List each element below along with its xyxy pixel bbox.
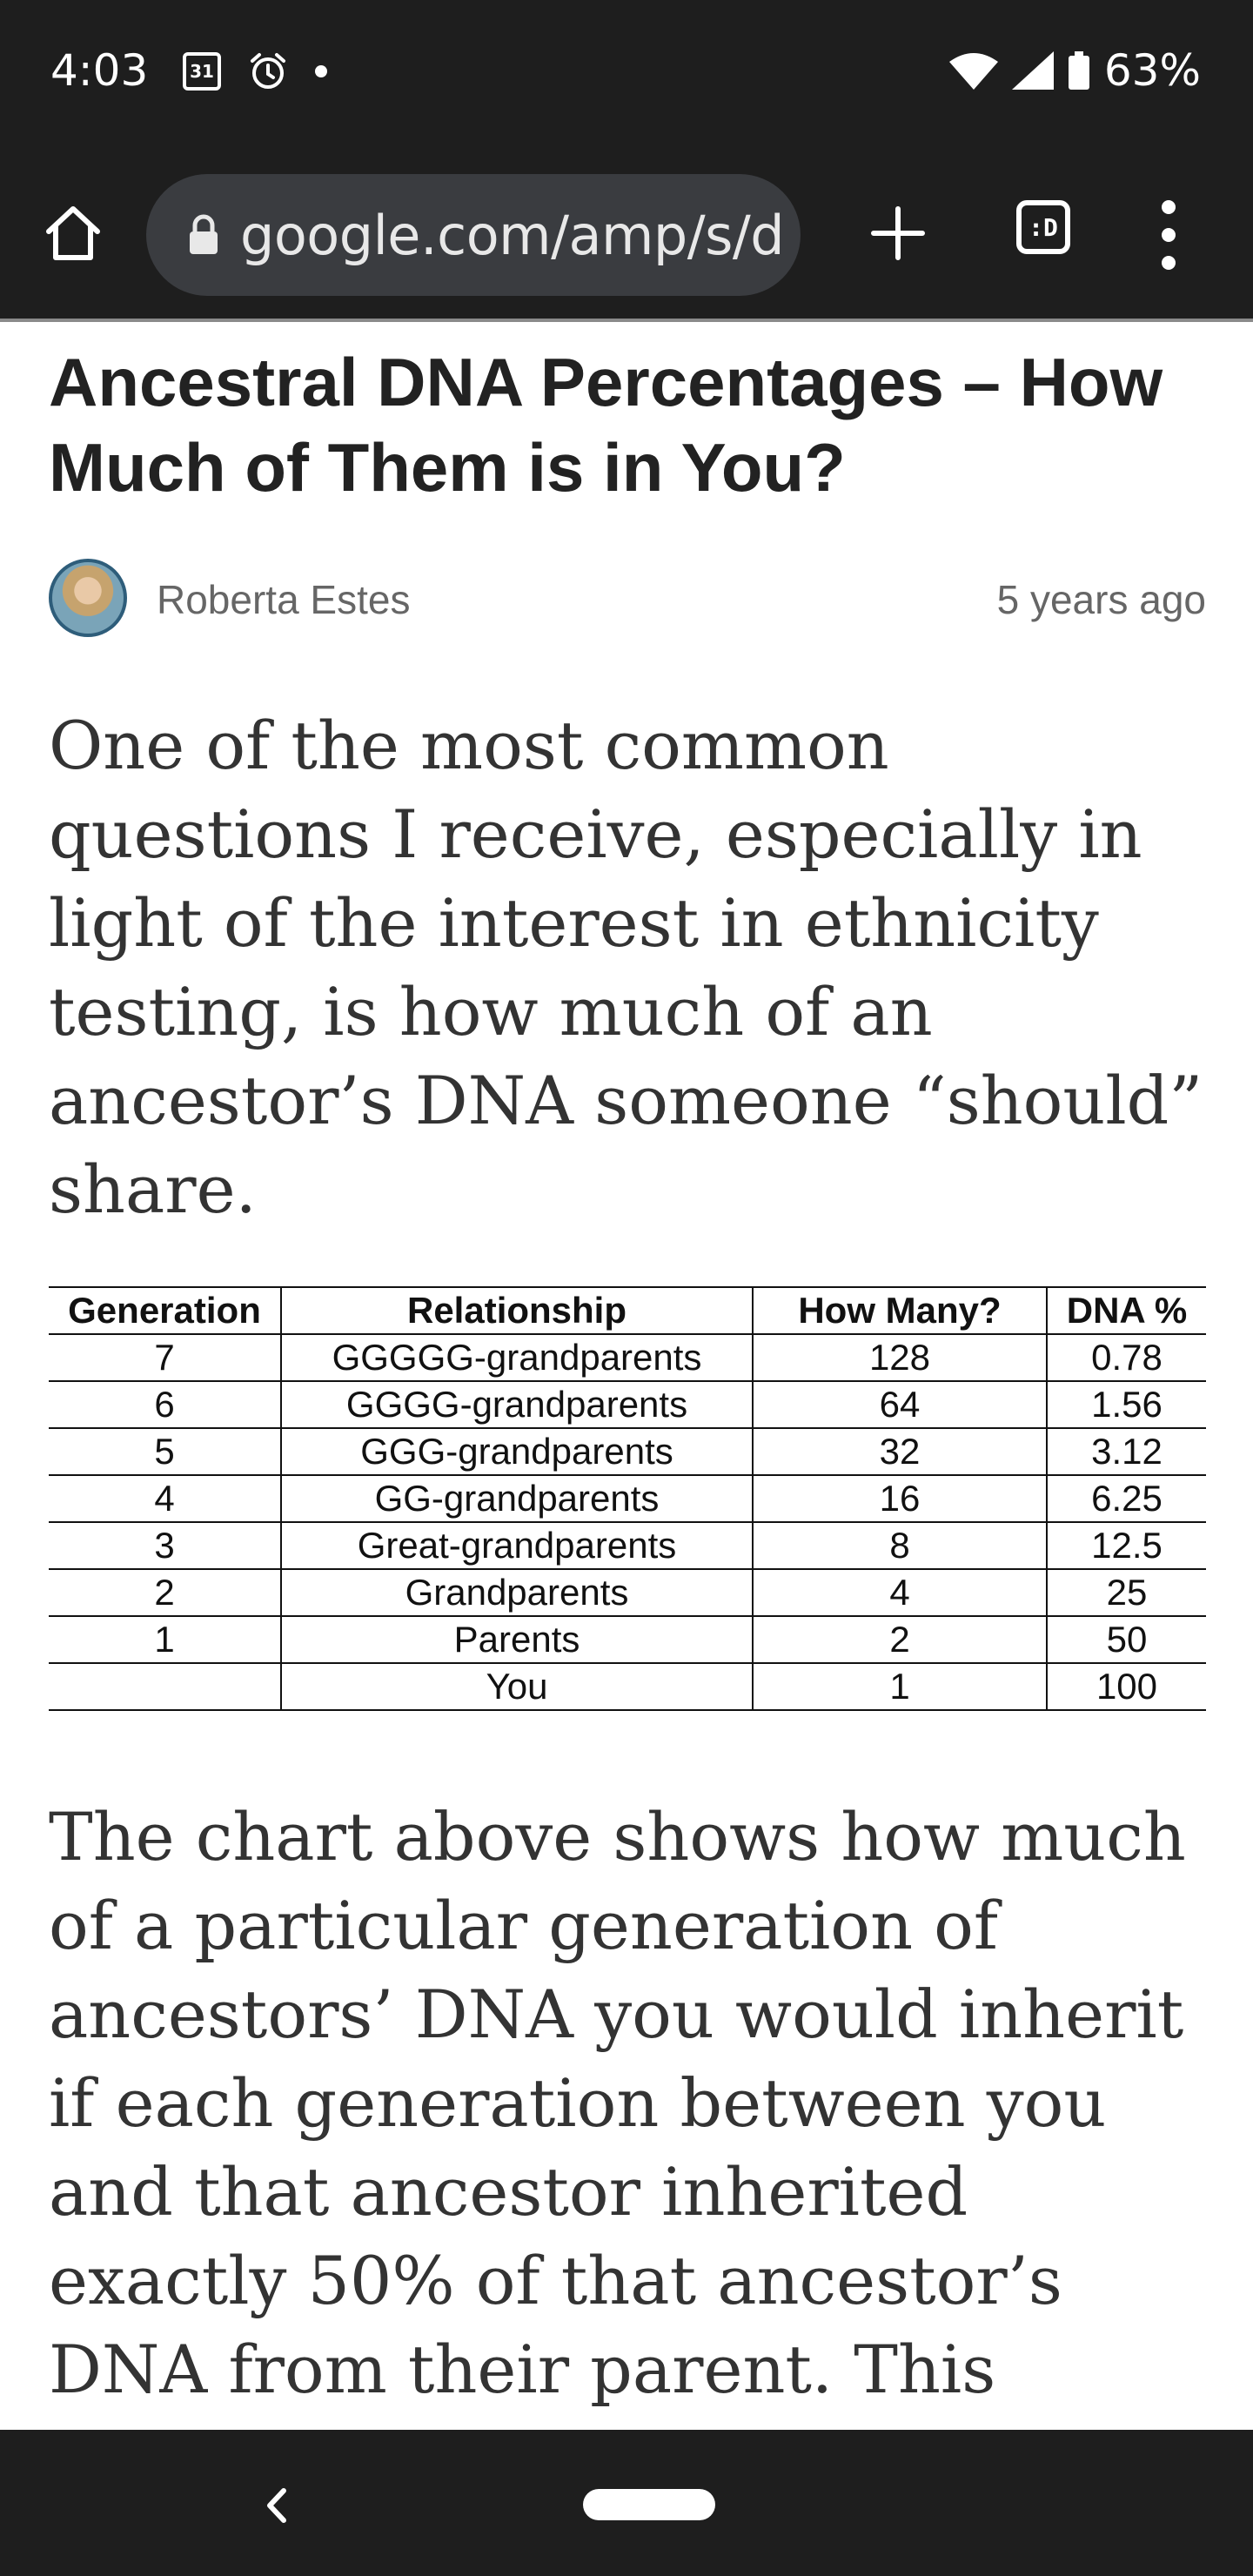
table-row: 1 Parents 2 50 bbox=[49, 1615, 1206, 1664]
cell-how-many: 32 bbox=[752, 1427, 1048, 1476]
status-system-icons: 63% bbox=[948, 45, 1201, 96]
cell-dna-percent: 25 bbox=[1046, 1568, 1206, 1617]
cell-how-many: 64 bbox=[752, 1380, 1048, 1429]
status-notification-icons: 31 bbox=[183, 50, 327, 92]
cell-generation: 5 bbox=[49, 1427, 282, 1476]
cell-generation: 4 bbox=[49, 1474, 282, 1523]
url-text[interactable]: google.com/amp/s/d bbox=[240, 203, 780, 267]
cell-dna-percent: 12.5 bbox=[1046, 1521, 1206, 1570]
status-time: 4:03 bbox=[50, 45, 149, 96]
cell-signal-icon bbox=[1011, 51, 1054, 90]
cell-relationship: GGG-grandparents bbox=[280, 1427, 754, 1476]
wifi-icon bbox=[948, 53, 998, 90]
cell-dna-percent: 100 bbox=[1046, 1662, 1206, 1711]
home-icon[interactable] bbox=[42, 202, 104, 265]
system-nav-bar bbox=[0, 2430, 1253, 2576]
table-row: 3 Great-grandparents 8 12.5 bbox=[49, 1521, 1206, 1570]
article-paragraph-2: The chart above shows how much of a part… bbox=[49, 1798, 1186, 2497]
cell-generation: 1 bbox=[49, 1615, 282, 1664]
header-how-many: How Many? bbox=[752, 1286, 1048, 1335]
article-title: Ancestral DNA Percentages – How Much of … bbox=[49, 344, 1163, 506]
notification-dot-icon bbox=[315, 65, 327, 77]
cell-generation: 6 bbox=[49, 1380, 282, 1429]
cell-generation: 7 bbox=[49, 1333, 282, 1382]
table-row: 7 GGGGG-grandparents 128 0.78 bbox=[49, 1333, 1206, 1382]
cell-generation: 3 bbox=[49, 1521, 282, 1570]
home-pill-button[interactable] bbox=[583, 2489, 715, 2520]
alarm-icon bbox=[251, 53, 285, 89]
battery-percent: 63% bbox=[1103, 45, 1201, 96]
cell-relationship: Grandparents bbox=[280, 1568, 754, 1617]
tab-switcher-icon: :D bbox=[1016, 200, 1070, 254]
url-bar[interactable]: google.com/amp/s/d bbox=[146, 174, 801, 296]
cell-how-many: 2 bbox=[752, 1615, 1048, 1664]
cell-generation bbox=[49, 1662, 282, 1711]
cell-relationship: Parents bbox=[280, 1615, 754, 1664]
table-row: You 1 100 bbox=[49, 1662, 1206, 1711]
cell-how-many: 16 bbox=[752, 1474, 1048, 1523]
dna-percentage-table: Generation Relationship How Many? DNA % … bbox=[49, 1286, 1206, 1711]
cell-dna-percent: 3.12 bbox=[1046, 1427, 1206, 1476]
header-dna-percent: DNA % bbox=[1046, 1286, 1206, 1335]
cell-how-many: 8 bbox=[752, 1521, 1048, 1570]
cell-relationship: GGGGG-grandparents bbox=[280, 1333, 754, 1382]
post-age: 5 years ago bbox=[996, 577, 1206, 622]
back-chevron-icon[interactable] bbox=[252, 2475, 296, 2536]
table-row: 4 GG-grandparents 16 6.25 bbox=[49, 1474, 1206, 1523]
browser-toolbar: google.com/amp/s/d :D bbox=[0, 148, 1253, 322]
author-name[interactable]: Roberta Estes bbox=[157, 577, 411, 622]
plus-icon[interactable] bbox=[867, 202, 929, 265]
cell-how-many: 1 bbox=[752, 1662, 1048, 1711]
table-row: 2 Grandparents 4 25 bbox=[49, 1568, 1206, 1617]
article-paragraph-1: One of the most common questions I recei… bbox=[49, 707, 1203, 1228]
more-vert-icon[interactable] bbox=[1149, 200, 1189, 270]
header-relationship: Relationship bbox=[280, 1286, 754, 1335]
byline: Roberta Estes 5 years ago bbox=[49, 557, 1206, 644]
cell-dna-percent: 0.78 bbox=[1046, 1333, 1206, 1382]
table-row: 6 GGGG-grandparents 64 1.56 bbox=[49, 1380, 1206, 1429]
cell-generation: 2 bbox=[49, 1568, 282, 1617]
cell-relationship: GGGG-grandparents bbox=[280, 1380, 754, 1429]
header-generation: Generation bbox=[49, 1286, 282, 1335]
tab-switcher-button[interactable]: :D bbox=[1016, 200, 1077, 261]
status-bar: 4:03 31 63% bbox=[0, 0, 1253, 148]
avatar[interactable] bbox=[49, 559, 127, 637]
calendar-icon: 31 bbox=[183, 52, 221, 91]
cell-relationship: Great-grandparents bbox=[280, 1521, 754, 1570]
cell-relationship: You bbox=[280, 1662, 754, 1711]
cell-how-many: 4 bbox=[752, 1568, 1048, 1617]
cell-relationship: GG-grandparents bbox=[280, 1474, 754, 1523]
cell-dna-percent: 50 bbox=[1046, 1615, 1206, 1664]
table-header-row: Generation Relationship How Many? DNA % bbox=[49, 1286, 1206, 1335]
cell-dna-percent: 6.25 bbox=[1046, 1474, 1206, 1523]
lock-icon bbox=[190, 214, 218, 254]
battery-icon bbox=[1068, 51, 1089, 90]
cell-dna-percent: 1.56 bbox=[1046, 1380, 1206, 1429]
cell-how-many: 128 bbox=[752, 1333, 1048, 1382]
table-row: 5 GGG-grandparents 32 3.12 bbox=[49, 1427, 1206, 1476]
